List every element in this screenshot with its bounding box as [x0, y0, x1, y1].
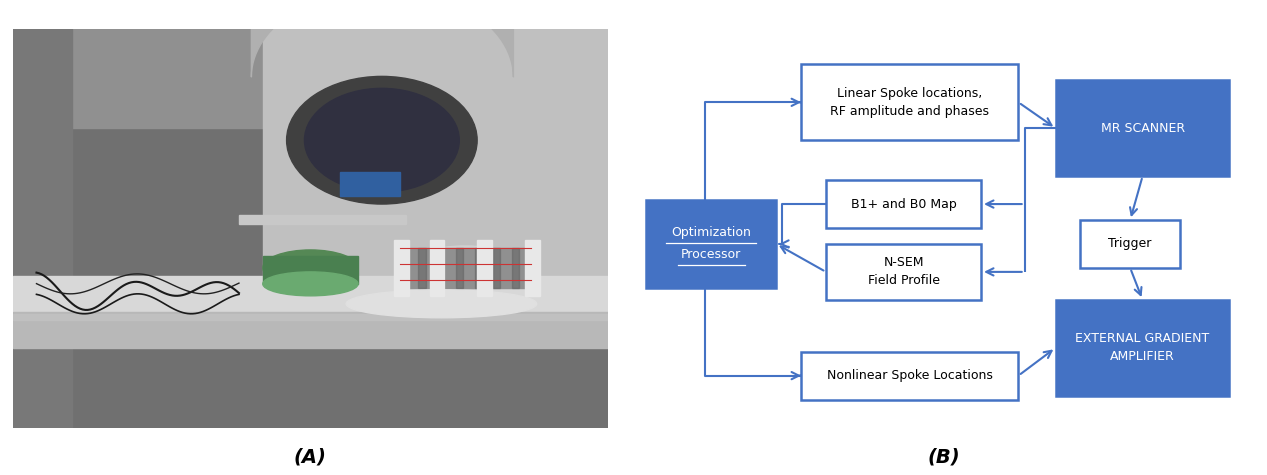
- Bar: [341, 172, 400, 196]
- FancyBboxPatch shape: [646, 200, 777, 288]
- Bar: [525, 240, 540, 296]
- Bar: [239, 215, 405, 224]
- Circle shape: [286, 76, 478, 204]
- Ellipse shape: [262, 250, 359, 286]
- Bar: [13, 314, 608, 320]
- Text: Nonlinear Spoke Locations: Nonlinear Spoke Locations: [827, 369, 993, 382]
- FancyBboxPatch shape: [826, 244, 981, 300]
- Bar: [394, 240, 409, 296]
- Circle shape: [304, 88, 460, 192]
- Text: (B): (B): [927, 447, 960, 466]
- Text: EXTERNAL GRADIENT
AMPLIFIER: EXTERNAL GRADIENT AMPLIFIER: [1076, 332, 1210, 363]
- Bar: [13, 28, 608, 128]
- FancyBboxPatch shape: [801, 65, 1019, 140]
- Bar: [531, 248, 538, 288]
- Text: N-SEM
Field Profile: N-SEM Field Profile: [868, 256, 940, 287]
- Text: Linear Spoke locations,
RF amplitude and phases: Linear Spoke locations, RF amplitude and…: [830, 87, 990, 118]
- FancyBboxPatch shape: [1055, 80, 1229, 176]
- Bar: [400, 248, 531, 288]
- Bar: [400, 248, 407, 288]
- Bar: [13, 276, 608, 316]
- FancyBboxPatch shape: [1055, 300, 1229, 396]
- FancyBboxPatch shape: [801, 352, 1019, 399]
- Bar: [475, 248, 481, 288]
- Ellipse shape: [262, 272, 359, 296]
- Text: B1+ and B0 Map: B1+ and B0 Map: [850, 198, 957, 210]
- Text: Optimization: Optimization: [672, 227, 751, 239]
- Bar: [418, 248, 426, 288]
- Bar: [430, 240, 445, 296]
- Text: (A): (A): [294, 447, 327, 466]
- Bar: [262, 256, 359, 284]
- FancyBboxPatch shape: [1081, 220, 1180, 268]
- Bar: [13, 312, 608, 348]
- Bar: [478, 240, 492, 296]
- Text: Trigger: Trigger: [1109, 238, 1152, 250]
- Bar: [13, 28, 72, 428]
- Text: MR SCANNER: MR SCANNER: [1101, 122, 1185, 135]
- Bar: [493, 248, 500, 288]
- Bar: [262, 28, 608, 328]
- FancyBboxPatch shape: [826, 180, 981, 228]
- Bar: [437, 248, 445, 288]
- Ellipse shape: [346, 290, 537, 318]
- Bar: [456, 248, 462, 288]
- Bar: [512, 248, 519, 288]
- Ellipse shape: [405, 246, 525, 290]
- Text: Processor: Processor: [680, 248, 741, 261]
